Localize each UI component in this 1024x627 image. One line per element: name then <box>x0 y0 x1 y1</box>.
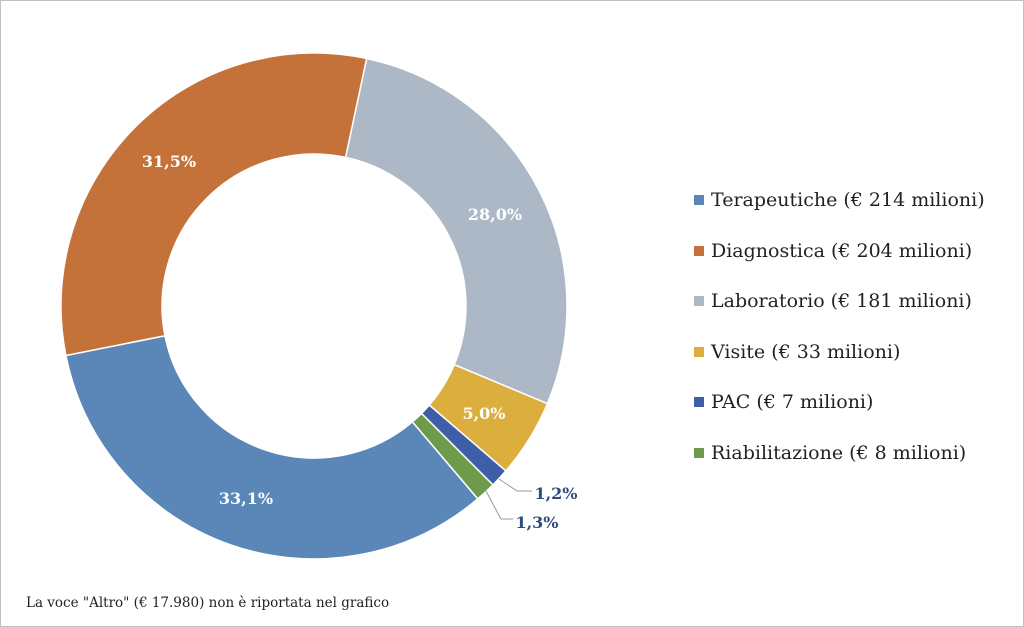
legend-swatch <box>694 447 704 458</box>
data-label: 1,2% <box>534 484 577 503</box>
legend-item: Riabilitazione (€ 8 milioni) <box>694 428 985 479</box>
legend-item: Visite (€ 33 milioni) <box>694 327 985 378</box>
legend-swatch <box>694 346 704 357</box>
slice-terapeutiche <box>65 334 479 560</box>
legend-label: Laboratorio (€ 181 milioni) <box>711 290 972 313</box>
data-label: 33,1% <box>219 489 273 508</box>
legend-item: Laboratorio (€ 181 milioni) <box>694 276 985 327</box>
legend-swatch <box>694 245 704 256</box>
legend-label: PAC (€ 7 milioni) <box>711 391 874 414</box>
legend-label: Visite (€ 33 milioni) <box>711 340 901 363</box>
legend-item: PAC (€ 7 milioni) <box>694 377 985 428</box>
data-label: 31,5% <box>142 152 196 171</box>
leader-line <box>485 490 513 520</box>
legend-item: Diagnostica (€ 204 milioni) <box>694 226 985 277</box>
legend-swatch <box>694 397 704 408</box>
data-label: 28,0% <box>468 205 522 224</box>
footnote: La voce "Altro" (€ 17.980) non è riporta… <box>26 595 390 611</box>
data-label: 1,3% <box>515 513 558 532</box>
slice-diagnostica <box>60 52 368 357</box>
legend-swatch <box>694 195 704 206</box>
data-label: 5,0% <box>462 404 505 423</box>
leader-line <box>498 478 532 492</box>
legend-label: Diagnostica (€ 204 milioni) <box>711 239 973 262</box>
legend: Terapeutiche (€ 214 milioni) Diagnostica … <box>694 175 985 478</box>
legend-label: Terapeutiche (€ 214 milioni) <box>711 189 985 212</box>
legend-label: Riabilitazione (€ 8 milioni) <box>711 441 967 464</box>
legend-swatch <box>694 296 704 307</box>
legend-item: Terapeutiche (€ 214 milioni) <box>694 175 985 226</box>
slice-laboratorio <box>344 57 568 405</box>
